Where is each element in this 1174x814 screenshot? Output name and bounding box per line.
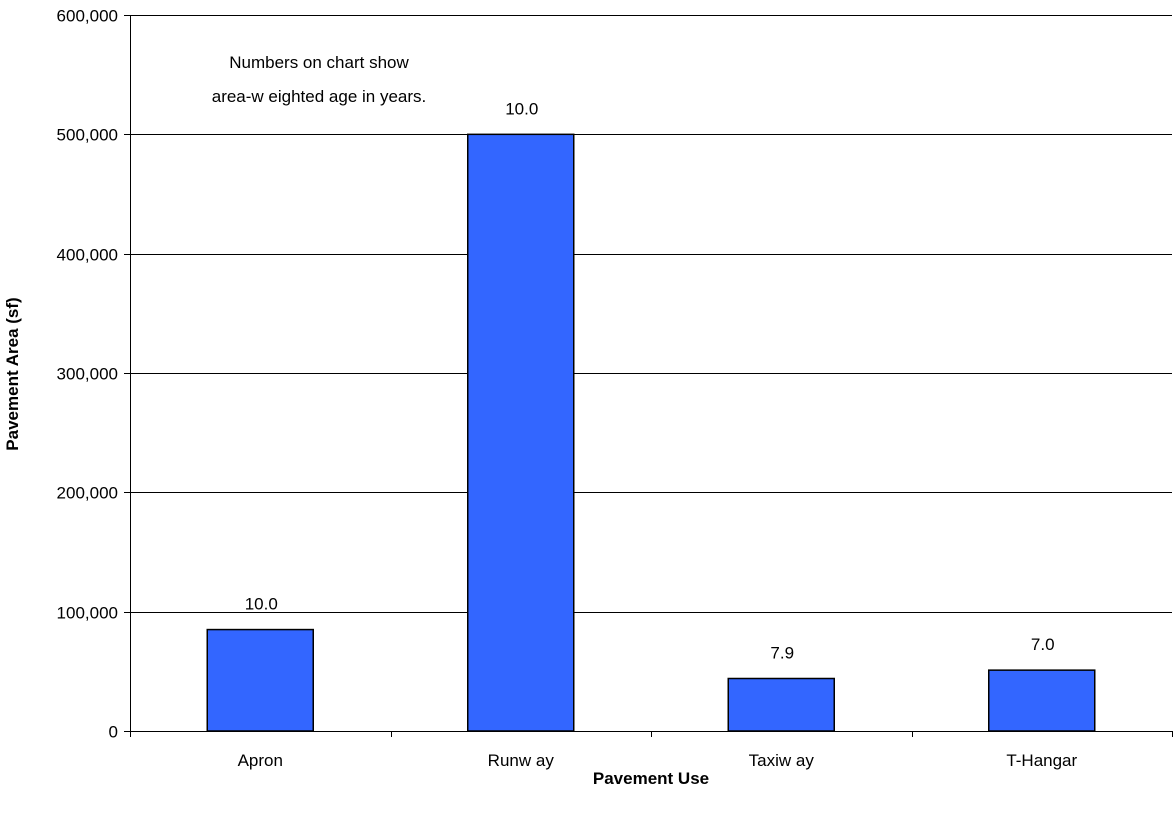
y-tick-label: 200,000 [57,484,118,503]
bar-apron [206,628,314,732]
gridlines [130,15,1172,613]
bar-runw-ay [467,133,575,732]
y-tick-label: 0 [109,723,118,742]
y-tick-label: 400,000 [57,246,118,265]
data-label: 10.0 [245,595,278,614]
bars [206,133,1096,732]
data-label: 7.0 [1031,635,1055,654]
y-tick-label: 600,000 [57,7,118,26]
x-axis-title: Pavement Use [593,769,709,788]
data-label: 7.9 [770,643,794,662]
y-axis-title: Pavement Area (sf) [3,297,22,450]
y-tick-label: 500,000 [57,126,118,145]
x-tick-label: Runw ay [488,751,555,770]
x-tick-label: T-Hangar [1006,751,1077,770]
y-tick-label: 100,000 [57,604,118,623]
axes [124,15,1173,737]
labels: 0 100,000 200,000 300,000 400,000 500,000 600,… [57,7,1078,771]
x-tick-label: Apron [238,751,283,770]
x-tick-label: Taxiw ay [749,751,815,770]
bar-taxiw-ay [727,677,835,732]
bar-t-hangar [988,669,1096,732]
chart-note-line-2: area-w eighted age in years. [212,87,427,106]
data-label: 10.0 [505,99,538,118]
chart-note-line-1: Numbers on chart show [229,53,409,72]
y-tick-label: 300,000 [57,365,118,384]
